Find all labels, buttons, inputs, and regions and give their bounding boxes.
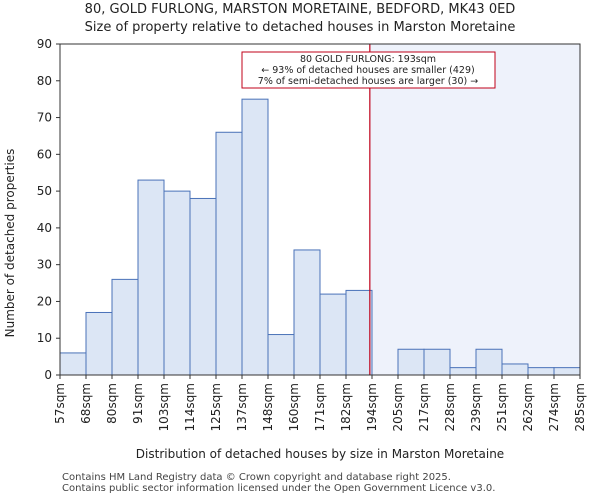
x-tick-label: 262sqm — [521, 383, 535, 431]
histogram-bar — [319, 293, 347, 376]
x-tick-label: 228sqm — [443, 383, 457, 431]
x-tick-label: 274sqm — [547, 383, 561, 431]
x-tick-label: 285sqm — [573, 383, 587, 431]
histogram-bar — [189, 197, 217, 376]
y-tick-label: 90 — [37, 37, 52, 51]
y-tick-label: 40 — [37, 221, 52, 235]
annotation-line2: ← 93% of detached houses are smaller (42… — [261, 65, 474, 76]
y-tick-label: 50 — [37, 184, 52, 198]
y-tick-label: 80 — [37, 74, 52, 88]
x-tick-label: 103sqm — [157, 383, 171, 431]
annotation-line3: 7% of semi-detached houses are larger (3… — [258, 76, 478, 87]
x-tick-label: 91sqm — [131, 383, 145, 424]
histogram-bar — [345, 289, 373, 376]
histogram-bar — [267, 334, 295, 376]
histogram-bar — [449, 367, 477, 376]
y-tick-label: 30 — [37, 258, 52, 272]
histogram-bar — [553, 367, 581, 376]
x-tick-label: 137sqm — [235, 383, 249, 431]
histogram-bar — [163, 190, 191, 376]
chart-title-subtitle: Size of property relative to detached ho… — [84, 20, 516, 35]
y-tick-label: 70 — [37, 111, 52, 125]
x-tick-label: 182sqm — [339, 383, 353, 431]
annotation-box: 80 GOLD FURLONG: 193sqm ← 93% of detache… — [241, 51, 496, 89]
histogram-bar — [111, 278, 139, 376]
x-tick-label: 160sqm — [287, 383, 301, 431]
y-axis-label: Number of detached properties — [3, 149, 17, 338]
x-tick-label: 239sqm — [469, 383, 483, 431]
highlight-region — [369, 44, 580, 375]
histogram-bar — [527, 367, 555, 376]
x-tick-label: 217sqm — [417, 383, 431, 431]
x-tick-label: 125sqm — [209, 383, 223, 431]
x-tick-label: 148sqm — [261, 383, 275, 431]
x-tick-label: 251sqm — [495, 383, 509, 431]
histogram-bar — [241, 98, 269, 376]
y-tick-label: 60 — [37, 147, 52, 161]
histogram-bar — [423, 348, 451, 376]
y-tick-label: 10 — [37, 331, 52, 345]
x-tick-label: 68sqm — [79, 383, 93, 424]
histogram-bar — [59, 352, 87, 376]
histogram-bar — [137, 179, 165, 376]
footer-line-1: Contains HM Land Registry data © Crown c… — [62, 472, 451, 483]
histogram-bar — [501, 363, 529, 376]
histogram-bar — [397, 348, 425, 376]
annotation-line1: 80 GOLD FURLONG: 193sqm — [300, 54, 436, 65]
x-tick-label: 80sqm — [105, 383, 119, 424]
x-axis-label: Distribution of detached houses by size … — [136, 447, 504, 461]
histogram-bar — [215, 131, 243, 376]
histogram-bar — [475, 348, 503, 376]
x-tick-label: 205sqm — [391, 383, 405, 431]
x-tick-label: 114sqm — [183, 383, 197, 431]
y-tick-label: 20 — [37, 294, 52, 308]
y-tick-label: 0 — [44, 368, 52, 382]
histogram-bar — [293, 249, 321, 376]
histogram-bar — [85, 311, 113, 376]
chart-title-address: 80, GOLD FURLONG, MARSTON MORETAINE, BED… — [84, 2, 516, 17]
x-tick-label: 171sqm — [313, 383, 327, 431]
footer-attribution: Contains HM Land Registry data © Crown c… — [62, 472, 495, 494]
x-tick-label: 57sqm — [53, 383, 67, 424]
histogram-chart: 0 10 20 30 40 50 60 70 80 90 57sqm 68sqm 80sqm 91sqm… — [3, 37, 587, 461]
footer-line-2: Contains public sector information licen… — [62, 483, 496, 494]
x-tick-label: 194sqm — [365, 383, 379, 431]
